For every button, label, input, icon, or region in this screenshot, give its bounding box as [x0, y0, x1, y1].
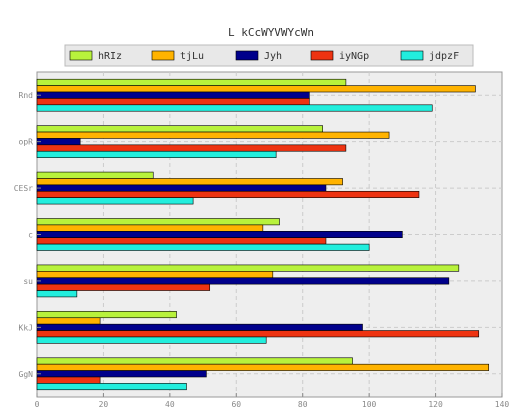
bar-hRIz-su — [36, 264, 460, 272]
y-tick-label: CESr — [14, 184, 33, 193]
legend-swatch — [235, 50, 259, 61]
bar-Jyh-opR — [36, 138, 81, 146]
legend-label: Jyh — [264, 51, 282, 62]
y-tick-label: Rnd — [19, 91, 34, 100]
x-tick-label: 140 — [495, 400, 510, 409]
bar-iyNGp-GgN — [36, 376, 101, 384]
bar-jdpzF-GgN — [36, 383, 187, 391]
x-tick-label: 40 — [165, 400, 175, 409]
legend-label: hRIz — [98, 51, 122, 62]
legend-label: iyNGp — [339, 51, 369, 62]
y-tick-label: GgN — [19, 370, 34, 379]
bar-iyNGp-opR — [36, 144, 347, 152]
bar-tjLu-CESr — [36, 178, 343, 186]
x-tick-label: 120 — [428, 400, 443, 409]
bar-hRIz-Rnd — [36, 78, 347, 86]
bar-hRIz-GgN — [36, 357, 353, 365]
bar-tjLu-Rnd — [36, 85, 476, 93]
x-tick-label: 60 — [231, 400, 241, 409]
y-tick-label: opR — [19, 138, 34, 147]
legend-swatch — [151, 50, 175, 61]
bar-iyNGp-su — [36, 283, 211, 291]
bar-iyNGp-CESr — [36, 190, 420, 198]
legend-label: tjLu — [180, 51, 204, 62]
legend-swatch — [400, 50, 424, 61]
bar-jdpzF-su — [36, 290, 78, 298]
bar-Jyh-Rnd — [36, 91, 310, 99]
y-tick-label: c — [28, 231, 33, 240]
x-tick-label: 100 — [362, 400, 377, 409]
bars — [36, 78, 490, 391]
bar-Jyh-c — [36, 231, 403, 239]
bar-iyNGp-KkJ — [36, 330, 480, 338]
bar-tjLu-c — [36, 224, 264, 232]
bar-Jyh-GgN — [36, 370, 207, 378]
legend-label: jdpzF — [429, 51, 459, 62]
bar-Jyh-KkJ — [36, 323, 363, 331]
bar-jdpzF-c — [36, 243, 370, 251]
y-tick-label: su — [23, 277, 33, 286]
bar-hRIz-opR — [36, 125, 323, 133]
bar-hRIz-c — [36, 218, 280, 226]
bar-jdpzF-Rnd — [36, 104, 433, 112]
bar-jdpzF-CESr — [36, 197, 194, 205]
x-tick-label: 80 — [298, 400, 308, 409]
bar-hRIz-CESr — [36, 171, 154, 179]
bar-tjLu-opR — [36, 131, 390, 139]
legend-swatch — [69, 50, 93, 61]
bar-tjLu-KkJ — [36, 317, 101, 325]
legend-swatch — [310, 50, 334, 61]
y-axis-ticks: Rnd opR CESr c su KkJ GgN — [14, 91, 41, 379]
legend: hRIz tjLu Jyh iyNGp jdpzF — [64, 44, 474, 67]
bar-tjLu-su — [36, 271, 274, 279]
bar-iyNGp-c — [36, 237, 327, 245]
bar-Jyh-CESr — [36, 184, 327, 192]
legend-frame — [64, 44, 474, 67]
bar-tjLu-GgN — [36, 363, 490, 371]
x-tick-label: 0 — [35, 400, 40, 409]
bar-jdpzF-KkJ — [36, 336, 267, 344]
bar-iyNGp-Rnd — [36, 98, 310, 106]
bar-Jyh-su — [36, 277, 450, 285]
bar-jdpzF-opR — [36, 150, 277, 158]
x-tick-label: 20 — [99, 400, 109, 409]
chart-title: L kCcWYVWYcWn — [228, 26, 314, 39]
x-axis-ticks: 0 20 40 60 80 100 120 140 — [35, 393, 510, 409]
bar-hRIz-KkJ — [36, 311, 177, 319]
y-tick-label: KkJ — [19, 323, 33, 332]
